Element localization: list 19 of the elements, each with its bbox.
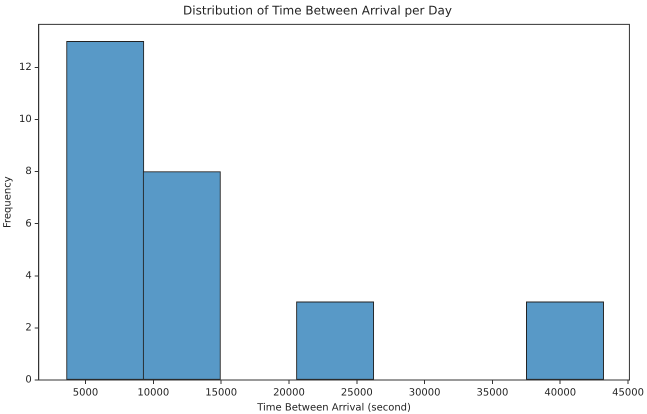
y-tick-label: 10 bbox=[18, 114, 32, 126]
y-axis-title: Frequency bbox=[2, 176, 14, 228]
y-tick-label: 2 bbox=[25, 322, 32, 334]
y-tick-label: 0 bbox=[25, 374, 32, 386]
x-tick-label: 45000 bbox=[612, 388, 644, 399]
y-tick-label: 6 bbox=[25, 218, 32, 230]
x-tick-label: 35000 bbox=[476, 388, 508, 399]
x-tick-label: 40000 bbox=[544, 388, 576, 399]
x-axis-title: Time Between Arrival (second) bbox=[256, 402, 412, 414]
x-tick-label: 15000 bbox=[205, 388, 238, 399]
y-tick-label: 8 bbox=[25, 166, 32, 178]
x-tick-label: 20000 bbox=[273, 388, 305, 399]
y-tick-label: 12 bbox=[18, 62, 32, 73]
y-tick-label: 4 bbox=[25, 270, 32, 282]
x-tick-label: 25000 bbox=[340, 388, 373, 399]
x-tick-label: 30000 bbox=[408, 388, 441, 399]
x-tick-label: 10000 bbox=[137, 388, 170, 399]
x-tick-label: 5000 bbox=[72, 388, 98, 399]
chart-title: Distribution of Time Between Arrival per Day bbox=[183, 3, 452, 18]
